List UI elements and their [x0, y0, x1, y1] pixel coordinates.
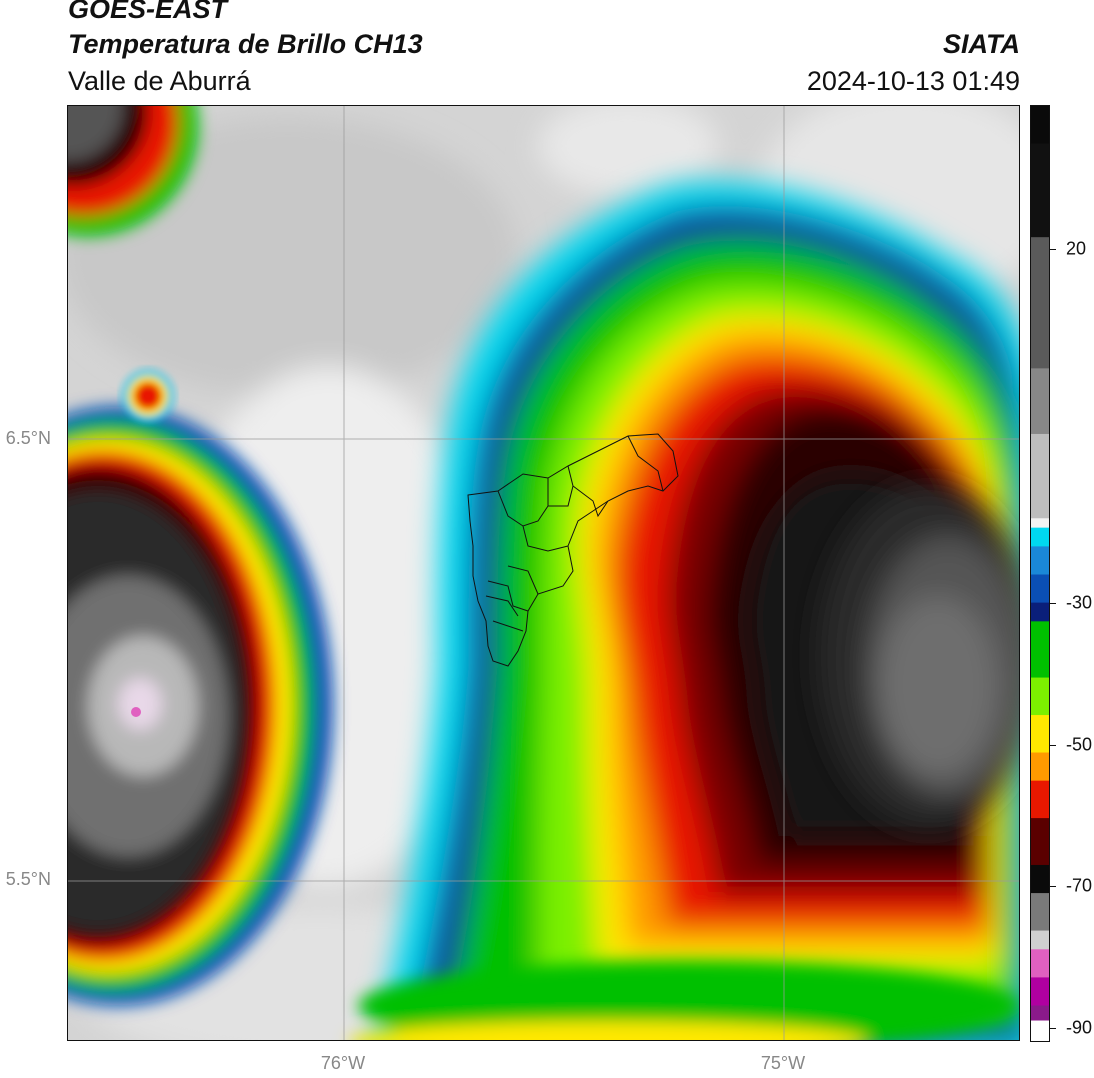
- colorbar-band: [1031, 1020, 1049, 1041]
- colorbar-tick: [1050, 745, 1056, 746]
- colorbar-tick: [1050, 603, 1056, 604]
- colorbar-band: [1031, 143, 1049, 238]
- colorbar-label: -70: [1066, 875, 1093, 896]
- colorbar-band: [1031, 237, 1049, 369]
- colorbar-band: [1031, 527, 1049, 547]
- temperature-colorbar: [1030, 105, 1050, 1042]
- municipal-boundaries: [467, 433, 679, 667]
- lon-label-76w: 76°W: [320, 1053, 366, 1073]
- colorbar-band: [1031, 574, 1049, 604]
- datetime-label: 2024-10-13 01:49: [806, 66, 1020, 96]
- colorbar-band: [1031, 621, 1049, 679]
- colorbar-band: [1031, 433, 1049, 519]
- colorbar-band: [1031, 677, 1049, 716]
- colorbar-band: [1031, 930, 1049, 950]
- colorbar-tick: [1050, 249, 1056, 250]
- satellite-image: [68, 106, 1019, 1040]
- colorbar-band: [1031, 949, 1049, 978]
- map-panel[interactable]: [67, 105, 1020, 1041]
- colorbar-tick: [1050, 1028, 1056, 1029]
- colorbar-band: [1031, 977, 1049, 1007]
- graticule: [68, 106, 1019, 1040]
- colorbar-band: [1031, 546, 1049, 575]
- lon-label-75w: 75°W: [760, 1053, 806, 1073]
- colorbar-band: [1031, 864, 1049, 894]
- colorbar-band: [1031, 715, 1049, 754]
- colorbar-band: [1031, 106, 1049, 144]
- colorbar-label: -30: [1066, 592, 1093, 613]
- colorbar-band: [1031, 752, 1049, 782]
- colorbar-label: -90: [1066, 1017, 1093, 1038]
- colorbar-band: [1031, 893, 1049, 932]
- product-title: Temperatura de Brillo CH13: [68, 29, 423, 59]
- colorbar-band: [1031, 1005, 1049, 1022]
- region-label: Valle de Aburrá: [68, 66, 251, 96]
- lat-label-6-5n: 6.5°N: [5, 428, 51, 448]
- organization-label: SIATA: [943, 29, 1020, 59]
- colorbar-band: [1031, 518, 1049, 529]
- lat-label-5-5n: 5.5°N: [5, 869, 51, 889]
- colorbar-gradient: [1031, 106, 1049, 1041]
- colorbar-band: [1031, 368, 1049, 435]
- colorbar-band: [1031, 780, 1049, 819]
- colorbar-band: [1031, 602, 1049, 622]
- colorbar-tick: [1050, 886, 1056, 887]
- satellite-title: GOES-EAST: [68, 0, 228, 24]
- colorbar-label: 20: [1066, 238, 1087, 259]
- colorbar-band: [1031, 818, 1049, 866]
- colorbar-label: -50: [1066, 734, 1093, 755]
